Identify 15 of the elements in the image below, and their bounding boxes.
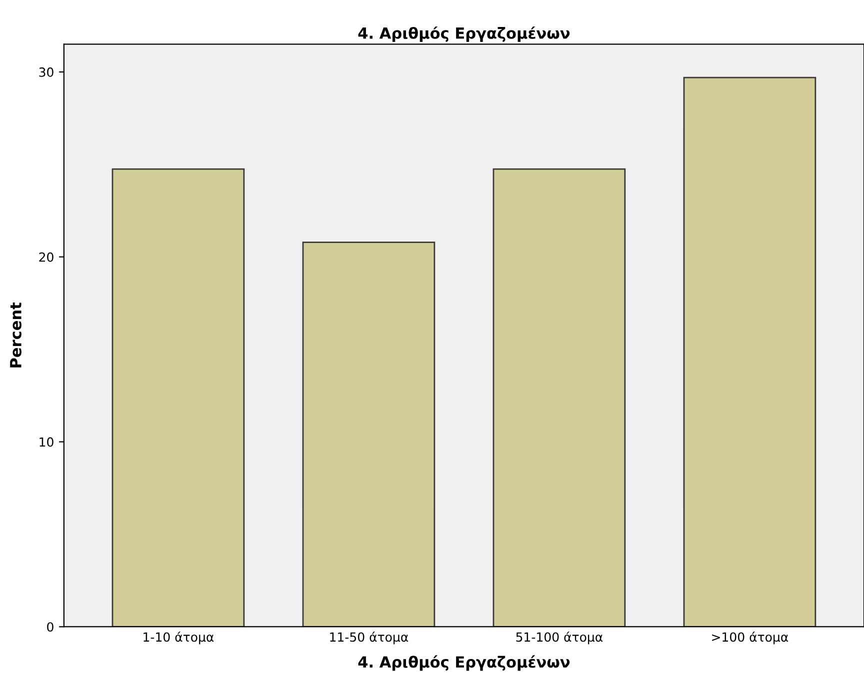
x-tick-label: >100 άτομα (712, 632, 788, 644)
x-tick-label: 11-50 άτομα (330, 632, 408, 644)
bar (112, 168, 245, 627)
x-axis-title: 4. Αριθμός Εργαζομένων (358, 655, 570, 671)
bar (302, 242, 436, 627)
y-tick-label: 10 (40, 437, 54, 447)
bar (683, 76, 816, 627)
y-tick-label: 20 (39, 252, 54, 262)
x-tick-label: 51-100 άτομα (516, 632, 603, 644)
x-tick-label: 1-10 άτομα (144, 632, 214, 644)
y-axis-title: Percent (10, 302, 22, 368)
y-tick-label: 30 (39, 67, 54, 77)
y-tick-label: 0 (47, 622, 54, 632)
bar (492, 168, 626, 627)
chart-title: 4. Αριθμός Εργαζομένων (358, 26, 570, 42)
